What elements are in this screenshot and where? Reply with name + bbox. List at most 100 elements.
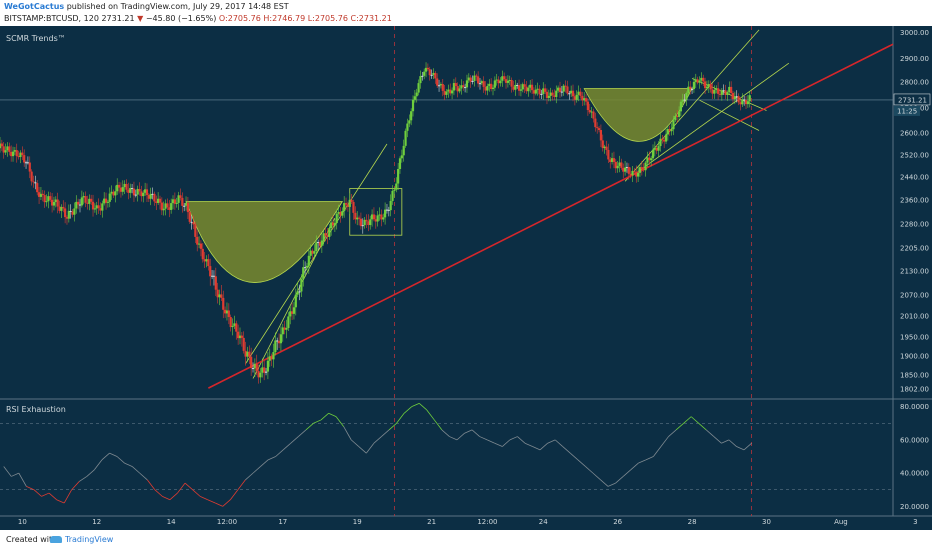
candle-body <box>672 120 675 130</box>
rsi-tick-label: 60.0000 <box>900 436 929 444</box>
candle-body <box>703 81 707 89</box>
candle-body <box>473 75 476 81</box>
candle-body <box>73 208 76 215</box>
candle-body <box>266 360 269 372</box>
rsi-segment <box>11 472 19 477</box>
chart-canvas[interactable]: 3000.002900.002800.002700.002600.002520.… <box>0 26 932 530</box>
candle-body <box>8 146 11 152</box>
rsi-panel <box>3 402 752 507</box>
candle-body <box>588 110 591 113</box>
candle-body <box>627 166 630 174</box>
candle-body <box>741 99 744 105</box>
rsi-segment <box>275 449 284 457</box>
candle-body <box>320 240 323 246</box>
candle-body <box>359 218 363 227</box>
last-price-badge <box>893 93 931 106</box>
candle-body <box>637 172 640 177</box>
drawings <box>185 29 894 389</box>
tradingview-logo-icon <box>50 536 62 543</box>
candle-body <box>19 152 22 157</box>
candle-body <box>517 85 521 91</box>
candle-body <box>170 203 173 210</box>
candle-body <box>644 162 647 171</box>
candle-body <box>635 171 638 177</box>
rsi-segment <box>245 472 254 481</box>
candle-body <box>64 208 67 218</box>
candle-body <box>402 145 405 156</box>
candle-body <box>447 89 450 92</box>
candle-body <box>335 213 338 224</box>
rsi-segment <box>607 482 616 487</box>
grid <box>0 26 932 517</box>
candle-body <box>577 91 580 95</box>
candle-body <box>692 81 696 90</box>
rsi-segment <box>41 492 50 497</box>
candle-body <box>601 140 604 149</box>
candle-body <box>229 317 232 328</box>
candle-body <box>413 96 416 100</box>
candle-body <box>309 250 312 256</box>
rsi-segment <box>290 436 299 444</box>
candle-body <box>201 248 204 260</box>
candle-body <box>110 191 113 194</box>
price-tick-label: 2520.00 <box>900 152 929 160</box>
candle-body <box>482 81 485 87</box>
candle-body <box>95 205 98 209</box>
rsi-segment <box>154 489 163 497</box>
candle-body <box>607 149 610 160</box>
candle-body <box>737 96 740 103</box>
candle-body <box>421 75 424 77</box>
candle-body <box>419 76 422 84</box>
candle-body <box>210 275 214 277</box>
rsi-segment <box>479 436 488 441</box>
price-tick-label: 2800.00 <box>900 79 929 87</box>
candle-body <box>192 222 195 225</box>
time-tick-label: 12:00 <box>477 518 497 526</box>
candle-body <box>411 99 415 112</box>
price-tick-label: 1802.00 <box>900 386 929 394</box>
candle-body <box>127 189 130 193</box>
candle-body <box>597 128 601 131</box>
candle-body <box>700 77 703 81</box>
candle-body <box>519 89 523 91</box>
candle-body <box>387 209 390 211</box>
candle-body <box>343 203 346 212</box>
candle-body <box>125 183 128 190</box>
candle-body <box>238 335 242 339</box>
tradingview-brand: TradingView <box>65 535 114 544</box>
candle-body <box>575 94 578 100</box>
rsi-segment <box>177 482 186 494</box>
candle-body <box>573 96 576 100</box>
candle-body <box>744 100 748 105</box>
candle-body <box>248 351 251 357</box>
ohlc-close: C:2731.21 <box>350 14 392 23</box>
candle-body <box>493 80 496 88</box>
candle-body <box>720 90 723 95</box>
rsi-segment <box>539 442 548 451</box>
author-link[interactable]: WeGotCactus <box>4 2 65 11</box>
rsi-segment <box>18 472 27 487</box>
candle-body <box>36 183 39 193</box>
last-price: 2731.21 <box>101 14 135 23</box>
candle-body <box>452 83 456 91</box>
rsi-segment <box>728 439 737 447</box>
publish-info: published on TradingView.com, July 29, 2… <box>66 2 289 11</box>
candle-body <box>264 371 268 373</box>
candle-body <box>283 327 286 330</box>
rsi-segment <box>690 416 699 424</box>
candle-body <box>149 193 152 199</box>
candle-body <box>119 187 123 192</box>
rsi-segment <box>184 482 193 491</box>
candle-body <box>56 199 59 207</box>
rsi-segment <box>350 439 360 447</box>
candle-body <box>311 250 314 254</box>
candle-body <box>743 99 746 101</box>
candle-body <box>84 196 87 203</box>
candle-body <box>521 84 524 90</box>
rsi-segment <box>615 476 624 484</box>
candle-body <box>664 134 668 142</box>
time-tick-label: 30 <box>762 518 771 526</box>
tradingview-link[interactable]: TradingView <box>50 535 113 544</box>
candle-body <box>147 195 150 199</box>
candle-body <box>253 363 256 369</box>
